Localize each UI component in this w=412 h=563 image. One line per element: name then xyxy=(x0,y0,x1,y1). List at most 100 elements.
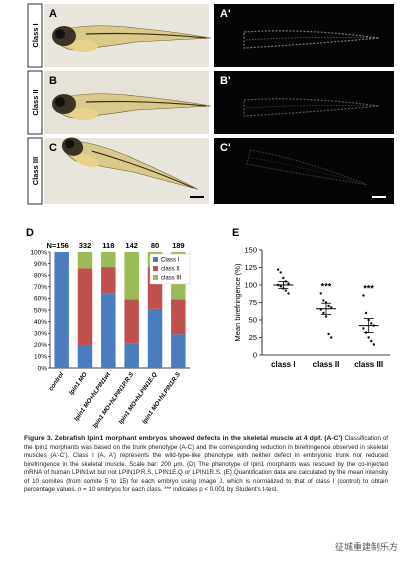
y-tick-label: 60% xyxy=(34,296,47,303)
x-tick-label: lpin1 MO xyxy=(68,371,89,397)
y-tick-label: 0% xyxy=(38,365,48,372)
bar-segment xyxy=(171,334,186,368)
legend-label: class III xyxy=(161,276,182,282)
y-tick-label: 25 xyxy=(249,333,257,342)
caption-body: Classification of the lpin1 morphants wa… xyxy=(24,435,388,494)
point xyxy=(327,332,330,336)
n-label: 142 xyxy=(125,241,138,250)
x-tick-label: class II xyxy=(313,360,340,369)
y-axis-label: Mean birefringence (%) xyxy=(233,263,242,341)
point xyxy=(327,304,330,308)
panel-letter: E xyxy=(232,227,239,239)
point xyxy=(276,268,280,271)
n-label: 118 xyxy=(102,241,114,250)
row-box xyxy=(27,3,43,68)
y-tick-label: 40% xyxy=(34,319,47,326)
bar-segment xyxy=(124,299,139,344)
point xyxy=(319,292,322,295)
y-tick-label: 50% xyxy=(34,307,47,314)
y-tick-label: 90% xyxy=(34,261,47,268)
error-bar xyxy=(363,318,374,334)
point xyxy=(362,294,365,297)
panel-letter: C' xyxy=(220,142,231,154)
n-label: 332 xyxy=(79,241,92,250)
bar-segment xyxy=(171,299,186,335)
x-tick-label: control xyxy=(48,371,66,392)
row-label: Class I xyxy=(31,23,40,47)
point xyxy=(287,282,290,285)
bar-segment xyxy=(124,343,139,368)
y-tick-label: 150 xyxy=(244,246,257,255)
point xyxy=(282,276,285,280)
panel-letter: B xyxy=(49,75,57,87)
legend-swatch xyxy=(153,275,158,280)
y-tick-label: 50 xyxy=(249,316,257,325)
legend-swatch xyxy=(153,257,158,262)
legend-swatch xyxy=(153,266,158,271)
figure: Class I Class II Class III A A' B B' C C… xyxy=(26,3,394,430)
legend-label: Class I xyxy=(161,258,180,264)
n-label: N=156 xyxy=(47,241,69,250)
y-tick-label: 0 xyxy=(253,351,257,360)
panel-letter: D xyxy=(26,227,34,239)
panel-letter: A' xyxy=(220,8,231,20)
point xyxy=(284,289,288,292)
significance: *** xyxy=(363,284,374,294)
bar-segment xyxy=(77,252,93,269)
point xyxy=(370,339,373,343)
caption: Figure 3. Zebrafish lpin1 morphant embry… xyxy=(24,434,388,495)
y-tick-label: 125 xyxy=(244,263,257,272)
point xyxy=(279,285,282,288)
point xyxy=(322,299,325,302)
point xyxy=(367,336,370,339)
point xyxy=(362,327,365,330)
row-label: Class III xyxy=(31,157,40,185)
y-tick-label: 100% xyxy=(30,249,47,256)
legend-label: class II xyxy=(161,267,180,273)
bar-segment xyxy=(147,308,163,368)
y-tick-label: 80% xyxy=(34,273,47,280)
row-label: Class II xyxy=(31,89,40,115)
y-tick-label: 20% xyxy=(34,342,47,349)
x-tick-label: class I xyxy=(271,360,295,369)
point xyxy=(370,322,373,325)
n-label: 80 xyxy=(151,241,159,250)
panel-letter: C xyxy=(49,142,57,154)
x-tick-label: lpin1 MO+hLPIN1P.R.S xyxy=(91,370,135,429)
n-label: 189 xyxy=(172,241,185,250)
point xyxy=(372,343,376,346)
row-box xyxy=(27,70,43,135)
bar-segment xyxy=(101,293,116,368)
bar-segment xyxy=(77,345,93,368)
panel-letter: B' xyxy=(220,75,231,87)
point xyxy=(287,292,290,295)
point xyxy=(279,271,282,274)
significance: *** xyxy=(321,281,332,291)
bar-segment xyxy=(101,267,116,294)
bar-segment xyxy=(54,252,69,368)
y-tick-label: 75 xyxy=(249,298,257,307)
photo xyxy=(214,138,394,204)
charts: D 0% 10% 20% 30% 40% 50% 60% 70% 80% 90% 100%N=156 c… xyxy=(26,227,390,430)
photo xyxy=(214,71,394,134)
row-box xyxy=(27,137,43,205)
bar-segment xyxy=(77,268,93,346)
panel-letter: A xyxy=(49,8,57,20)
caption-title: Figure 3. Zebrafish lpin1 morphant embry… xyxy=(24,435,343,442)
y-tick-label: 30% xyxy=(34,331,47,338)
watermark: 征城重建制乐方 xyxy=(334,542,398,552)
y-tick-label: 100 xyxy=(244,281,257,290)
y-tick-label: 10% xyxy=(34,354,47,361)
error-bar xyxy=(278,281,289,289)
error-bar xyxy=(321,302,331,315)
bar-segment xyxy=(124,252,139,300)
point xyxy=(324,315,328,318)
photo xyxy=(214,4,394,67)
y-tick-label: 70% xyxy=(34,284,47,291)
point xyxy=(364,311,368,315)
bar-segment xyxy=(101,252,116,268)
point xyxy=(322,311,325,315)
x-tick-label: class III xyxy=(354,360,383,369)
point xyxy=(330,336,333,339)
